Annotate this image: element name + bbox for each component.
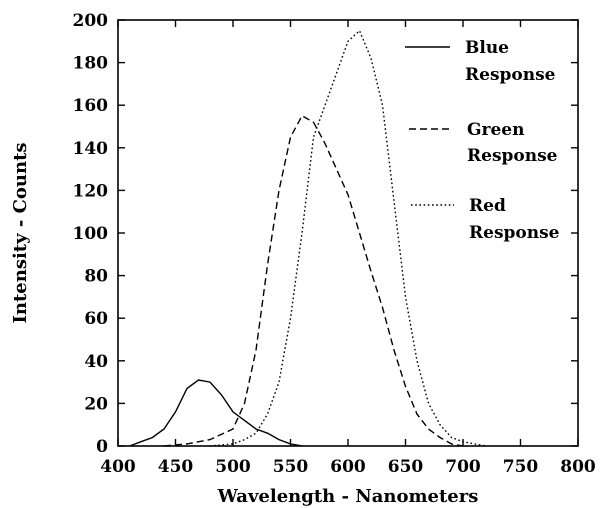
- ticks-layer: [117, 19, 579, 447]
- x-tick-label: 700: [445, 457, 481, 477]
- series-layer: [129, 29, 487, 447]
- y-tick-label: 160: [73, 96, 109, 116]
- x-tick-label: 800: [560, 457, 596, 477]
- legend-label: Response: [469, 223, 560, 243]
- series-line-solid: [129, 379, 303, 447]
- x-tick-label: 550: [273, 457, 309, 477]
- y-axis-title: Intensity - Counts: [10, 142, 31, 323]
- legend-label: Response: [467, 146, 558, 166]
- series-line-dotted: [209, 29, 487, 447]
- y-tick-label: 140: [73, 139, 109, 159]
- legend-label: Response: [465, 65, 556, 85]
- x-tick-label: 500: [215, 457, 251, 477]
- legend-label: Green: [467, 120, 524, 140]
- y-tick-label: 180: [73, 54, 109, 74]
- y-tick-label: 200: [73, 11, 109, 31]
- y-tick-label: 40: [84, 352, 108, 372]
- x-axis-title: Wavelength - Nanometers: [217, 486, 479, 507]
- series-line-dashed: [163, 114, 464, 447]
- x-tick-label: 450: [158, 457, 194, 477]
- legend-label: Blue: [465, 38, 509, 58]
- y-tick-label: 60: [84, 309, 108, 329]
- legend: Blue Response Green Response Red Response: [405, 38, 560, 243]
- x-tick-label: 400: [100, 457, 136, 477]
- x-tick-label: 750: [503, 457, 539, 477]
- y-tick-label: 0: [96, 437, 108, 457]
- tick-labels-layer: 400 450 500 550 600 650 700 750 800 0 20 40 60 80 100 1…: [73, 11, 596, 477]
- y-tick-label: 20: [84, 394, 108, 414]
- x-tick-label: 650: [388, 457, 424, 477]
- y-tick-label: 100: [73, 224, 109, 244]
- y-tick-label: 120: [73, 181, 109, 201]
- x-tick-label: 600: [330, 457, 366, 477]
- y-tick-label: 80: [84, 267, 108, 287]
- legend-label: Red: [469, 196, 506, 216]
